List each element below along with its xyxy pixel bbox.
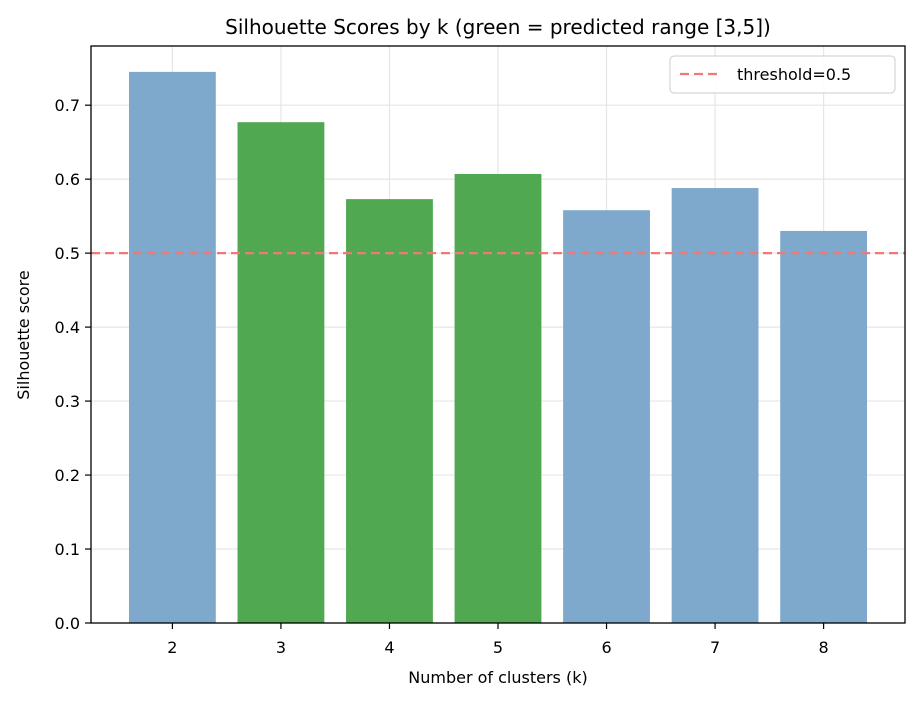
chart-title: Silhouette Scores by k (green = predicte… xyxy=(225,15,771,39)
x-tick-label: 8 xyxy=(819,638,829,657)
bars xyxy=(128,71,868,623)
y-tick-label: 0.5 xyxy=(55,244,80,263)
x-tick-label: 2 xyxy=(167,638,177,657)
y-tick-label: 0.1 xyxy=(55,540,80,559)
y-tick-label: 0.3 xyxy=(55,392,80,411)
legend-threshold-label: threshold=0.5 xyxy=(737,65,851,84)
y-axis-label: Silhouette score xyxy=(14,270,33,399)
x-axis-label: Number of clusters (k) xyxy=(408,668,587,687)
y-tick-label: 0.6 xyxy=(55,170,80,189)
legend: threshold=0.5 xyxy=(669,55,896,94)
x-tick-label: 3 xyxy=(276,638,286,657)
x-tick-label: 4 xyxy=(384,638,394,657)
y-axis: 0.0 0.1 0.2 0.3 0.4 0.5 0.6 0.7 xyxy=(55,96,91,633)
x-tick-label: 7 xyxy=(710,638,720,657)
x-tick-label: 5 xyxy=(493,638,503,657)
bar-k-8 xyxy=(780,230,868,623)
bar-k-5 xyxy=(454,173,542,623)
legend-box xyxy=(669,55,896,94)
x-axis: 2 3 4 5 6 7 8 xyxy=(167,623,829,657)
x-tick-label: 6 xyxy=(601,638,611,657)
bar-k-4 xyxy=(346,199,433,623)
y-tick-label: 0.7 xyxy=(55,96,80,115)
y-tick-label: 0.2 xyxy=(55,466,80,485)
bar-k-2 xyxy=(128,71,216,623)
bar-k-6 xyxy=(563,210,650,623)
bar-k-3 xyxy=(237,122,325,623)
bar-k-7 xyxy=(671,188,759,623)
y-tick-label: 0.0 xyxy=(55,614,80,633)
y-tick-label: 0.4 xyxy=(55,318,80,337)
